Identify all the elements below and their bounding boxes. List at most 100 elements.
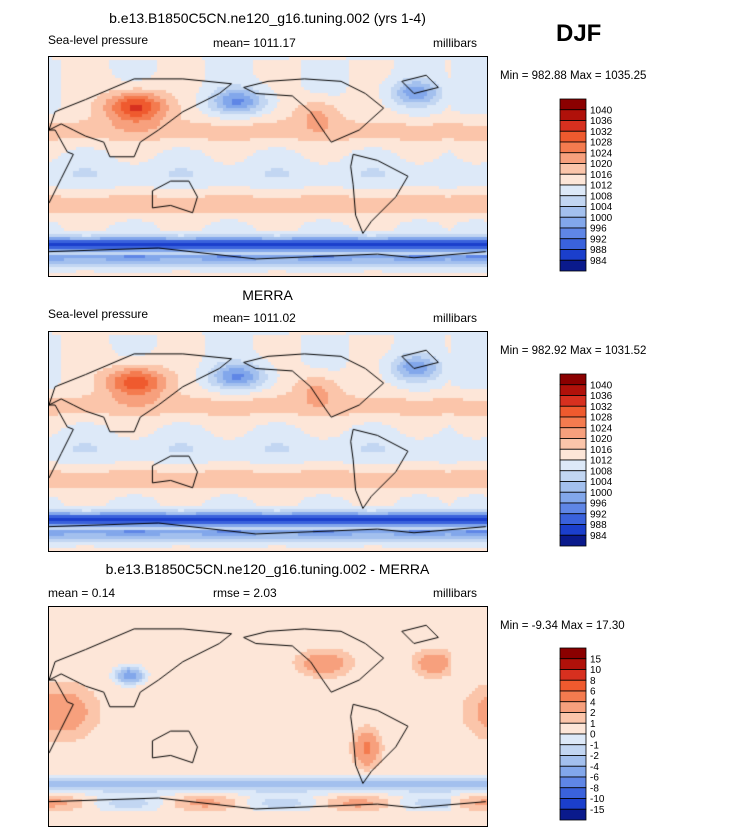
- colorbar-box: [559, 808, 587, 821]
- colorbar-box: [559, 744, 587, 756]
- colorbar-tick-label: 2: [590, 708, 596, 719]
- panel-1-colorbar: 1040103610321028102410201016101210081004…: [559, 98, 613, 272]
- colorbar-tick-label: 996: [590, 499, 607, 510]
- panel-3-title: b.e13.B1850C5CN.ne120_g16.tuning.002 - M…: [105, 561, 430, 577]
- colorbar-box: [559, 130, 587, 143]
- colorbar-tick-label: 984: [590, 531, 607, 542]
- colorbar-tick-label: 1040: [590, 105, 613, 116]
- colorbar-box: [559, 259, 587, 272]
- colorbar-box: [559, 513, 587, 525]
- panel-2-minmax: Min = 982.92 Max = 1031.52: [500, 345, 647, 357]
- colorbar-box: [559, 120, 587, 132]
- colorbar-tick-label: -8: [590, 783, 599, 794]
- colorbar-box: [559, 373, 587, 386]
- colorbar-tick-label: 1032: [590, 127, 613, 138]
- colorbar-box: [559, 722, 587, 735]
- colorbar-tick-label: 1036: [590, 116, 613, 127]
- colorbar-box: [559, 448, 587, 461]
- colorbar-tick-label: 988: [590, 520, 607, 531]
- colorbar-box: [559, 658, 587, 670]
- colorbar-box: [559, 184, 587, 197]
- panel-1-center-label: mean= 1011.17: [213, 36, 296, 50]
- colorbar-box: [559, 669, 587, 681]
- colorbar-tick-label: 1024: [590, 423, 613, 434]
- colorbar-tick-label: 992: [590, 234, 607, 245]
- colorbar-tick-label: 1012: [590, 456, 613, 467]
- panel-2-center-label: mean= 1011.02: [213, 311, 296, 325]
- colorbar-box: [559, 98, 587, 111]
- colorbar-tick-label: 10: [590, 665, 602, 676]
- colorbar-box: [559, 491, 587, 504]
- colorbar-tick-label: 0: [590, 730, 596, 741]
- colorbar-tick-label: -6: [590, 773, 599, 784]
- panel-1-left-label: Sea-level pressure: [48, 33, 149, 47]
- colorbar-box: [559, 787, 587, 799]
- colorbar-box: [559, 765, 587, 778]
- colorbar-tick-label: -2: [590, 751, 599, 762]
- colorbar-box: [559, 755, 587, 767]
- colorbar-box: [559, 690, 587, 703]
- colorbar-box: [559, 384, 587, 396]
- colorbar-tick-label: 1000: [590, 213, 613, 224]
- colorbar-box: [559, 427, 587, 439]
- colorbar-box: [559, 173, 587, 186]
- panel-2-units: millibars: [433, 311, 478, 325]
- colorbar-tick-label: 984: [590, 256, 607, 267]
- colorbar-tick-label: 1020: [590, 159, 613, 170]
- colorbar-box: [559, 459, 587, 472]
- colorbar-tick-label: 1004: [590, 202, 613, 213]
- colorbar-tick-label: 1008: [590, 191, 613, 202]
- colorbar-tick-label: 1: [590, 719, 596, 730]
- panel-2-title: MERRA: [242, 287, 293, 303]
- panel-1-map: [48, 56, 488, 277]
- panel-2-map: [48, 331, 488, 552]
- colorbar-box: [559, 109, 587, 121]
- colorbar-box: [559, 163, 587, 175]
- field-shading: [49, 332, 487, 551]
- colorbar-box: [559, 712, 587, 724]
- panel-3-minmax: Min = -9.34 Max = 17.30: [500, 620, 625, 632]
- colorbar-box: [559, 395, 587, 407]
- colorbar-tick-label: 1004: [590, 477, 613, 488]
- colorbar-tick-label: 992: [590, 509, 607, 520]
- colorbar-box: [559, 798, 587, 810]
- colorbar-box: [559, 470, 587, 482]
- colorbar-box: [559, 733, 587, 746]
- colorbar-tick-label: 1028: [590, 413, 613, 424]
- field-shading: [49, 607, 487, 826]
- colorbar-box: [559, 438, 587, 450]
- colorbar-box: [559, 238, 587, 250]
- colorbar-box: [559, 216, 587, 229]
- colorbar-box: [559, 405, 587, 418]
- field-shading: [49, 57, 487, 276]
- colorbar-box: [559, 416, 587, 429]
- panel-3-map: [48, 606, 488, 827]
- colorbar-tick-label: -15: [590, 805, 605, 816]
- colorbar-box: [559, 481, 587, 493]
- colorbar-box: [559, 152, 587, 164]
- season-label: DJF: [556, 20, 602, 47]
- colorbar-box: [559, 524, 587, 536]
- colorbar-box: [559, 249, 587, 261]
- panel-1-units: millibars: [433, 36, 478, 50]
- colorbar-box: [559, 141, 587, 154]
- colorbar-tick-label: -4: [590, 762, 599, 773]
- panel-2-left-label: Sea-level pressure: [48, 307, 149, 321]
- colorbar-tick-label: 1032: [590, 402, 613, 413]
- colorbar-box: [559, 206, 587, 218]
- colorbar-tick-label: 1036: [590, 391, 613, 402]
- colorbar-tick-label: 1040: [590, 380, 613, 391]
- colorbar-box: [559, 534, 587, 547]
- panel-1-minmax: Min = 982.88 Max = 1035.25: [500, 70, 647, 82]
- panel-1-title: b.e13.B1850C5CN.ne120_g16.tuning.002 (yr…: [109, 10, 426, 26]
- colorbar-box: [559, 647, 587, 660]
- colorbar-box: [559, 701, 587, 713]
- colorbar-tick-label: 6: [590, 687, 596, 698]
- colorbar-tick-label: 15: [590, 654, 602, 665]
- colorbar-tick-label: 4: [590, 697, 596, 708]
- colorbar-tick-label: 1008: [590, 466, 613, 477]
- colorbar-tick-label: 1000: [590, 488, 613, 499]
- colorbar-tick-label: -1: [590, 740, 599, 751]
- colorbar-tick-label: 8: [590, 676, 596, 687]
- panel-3-mean-label: mean = 0.14: [48, 586, 116, 600]
